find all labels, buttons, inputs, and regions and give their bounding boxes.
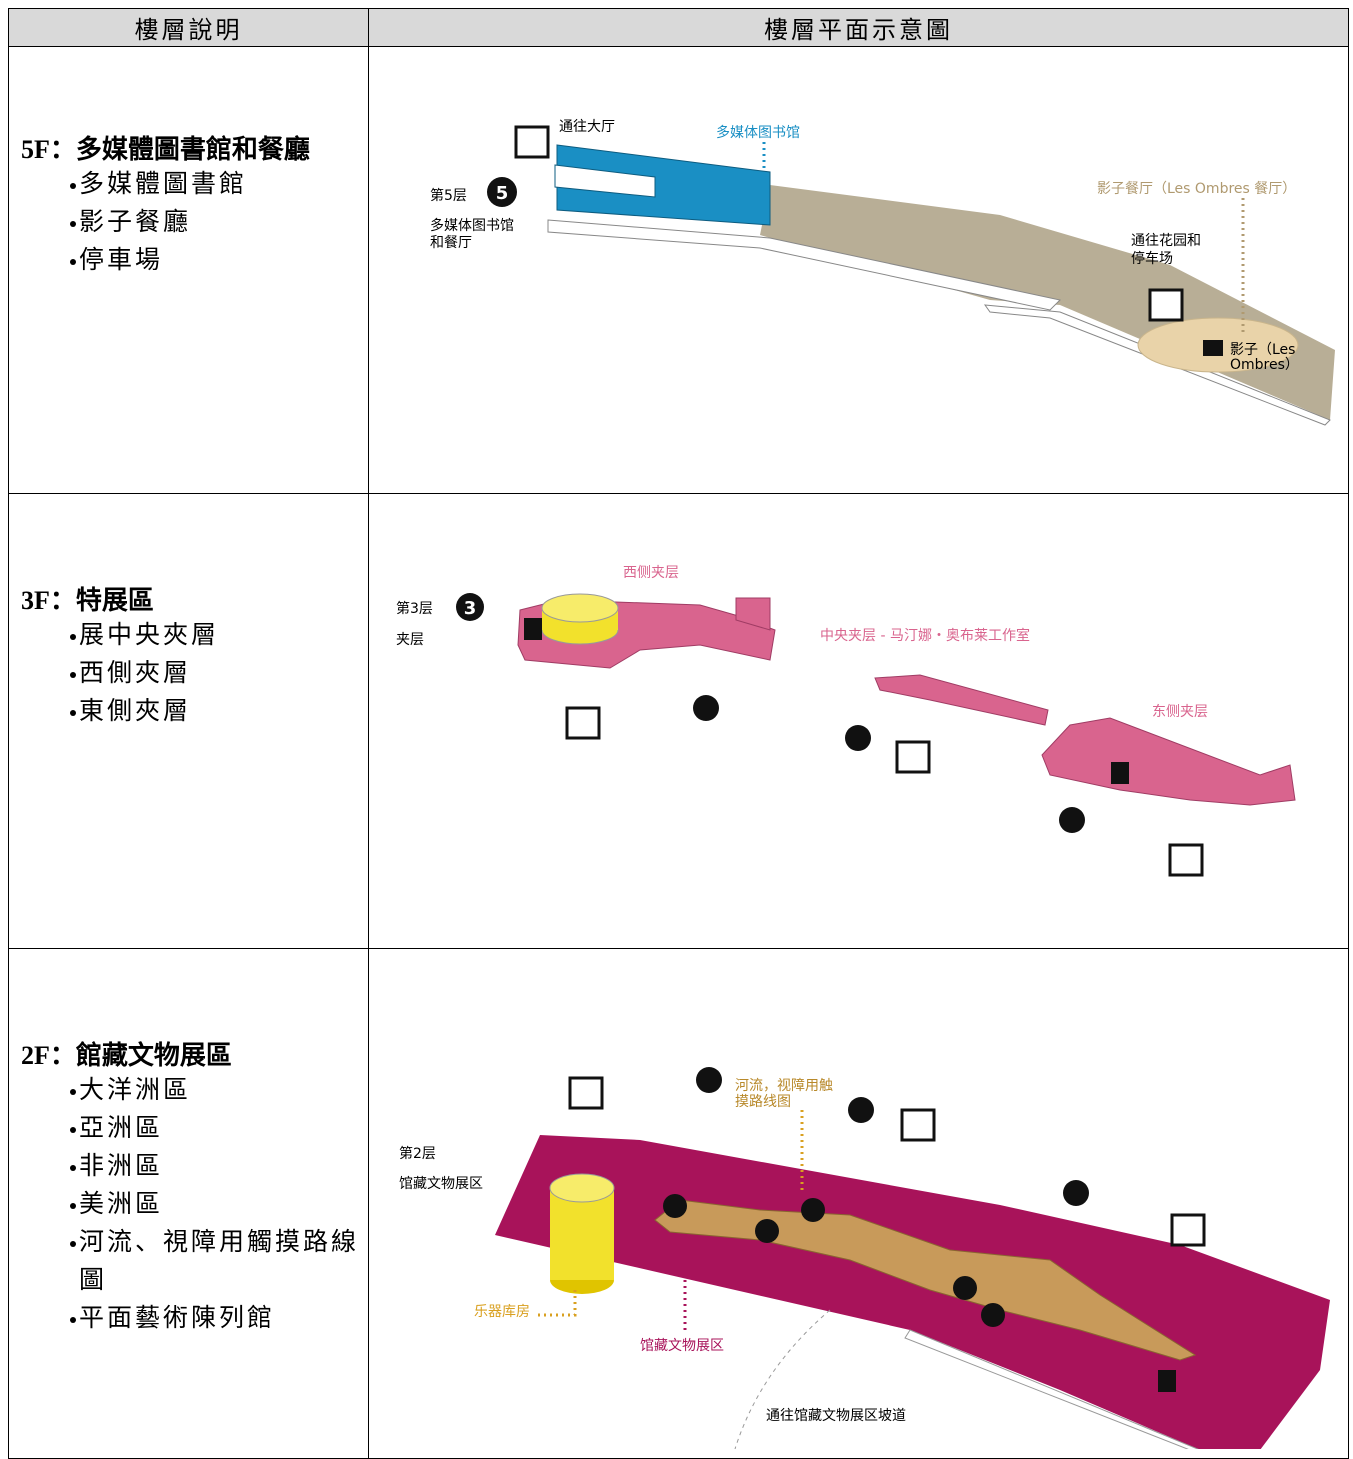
floor-plan: 5 通往大厅 多媒体图书馆 第5层 多媒体图书馆 和餐厅 影子餐厅（Les Om…	[430, 119, 1335, 426]
mezzanine-east	[1041, 717, 1296, 806]
item-list: 多媒體圖書館 影子餐廳 停車場	[9, 166, 359, 280]
stairs-icon	[845, 725, 871, 751]
mezzanine-west	[735, 597, 771, 631]
plan-label: 通往花园和	[1131, 233, 1201, 249]
plan-label: 东侧夹层	[1152, 704, 1208, 720]
stairs-icon	[693, 695, 719, 721]
item: 非洲區	[70, 1148, 359, 1186]
row: 5F：多媒體圖書館和餐廳 多媒體圖書館 影子餐廳 停車場 5 通往大厅 多媒体图…	[8, 46, 1349, 494]
plan-label: 中央夹层 - 马汀娜・奥布莱工作室	[820, 627, 1030, 644]
toilet-icon	[524, 618, 542, 640]
plan-label: 夹层	[396, 632, 424, 648]
plan-label: 摸路线图	[735, 1094, 791, 1110]
plan-label: 影子（Les	[1230, 342, 1295, 358]
header-cell: 樓層說明	[8, 8, 369, 47]
stairs-icon	[1063, 1179, 1089, 1206]
plan-label: 馆藏文物展区	[399, 1176, 483, 1192]
row: 3F：特展區 展中央夾層 西側夾層 東側夾層 3 西侧夹层 第3层 夹层 中央夹…	[8, 493, 1349, 949]
floor-table: 樓層說明 樓層平面示意圖 5F：多媒體圖書館和餐廳 多媒體圖書館 影子餐廳 停車…	[8, 8, 1349, 1459]
item: 影子餐廳	[70, 204, 359, 242]
ramp	[734, 1309, 831, 1449]
plan-label: 多媒体图书馆	[716, 124, 800, 141]
plan-label: 影子餐厅（Les Ombres 餐厅）	[1097, 181, 1296, 197]
description-cell: 5F：多媒體圖書館和餐廳 多媒體圖書館 影子餐廳 停車場	[8, 46, 369, 494]
plan-cell: 5 通往大厅 多媒体图书馆 第5层 多媒体图书馆 和餐厅 影子餐厅（Les Om…	[368, 46, 1349, 494]
floor-title: 5F：多媒體圖書館和餐廳	[21, 135, 310, 164]
item: 展中央夾層	[70, 617, 359, 655]
gallery-floor	[495, 1134, 1330, 1449]
header-row: 樓層說明 樓層平面示意圖	[8, 8, 1349, 47]
item: 停車場	[70, 242, 359, 280]
elevator-icon	[514, 125, 550, 159]
plan-label: 馆藏文物展区	[640, 1338, 724, 1354]
cylinder	[549, 1173, 615, 1202]
pointer	[535, 1289, 577, 1316]
restaurant-icon	[1203, 340, 1223, 356]
toilet-icon	[1158, 1369, 1176, 1392]
plan-label: 第2层	[399, 1145, 436, 1162]
item: 西側夾層	[70, 655, 359, 693]
item: 河流、視障用觸摸路線圖	[70, 1224, 359, 1300]
badge: 3	[464, 598, 477, 619]
plan-cell: 3 西侧夹层 第3层 夹层 中央夹层 - 马汀娜・奥布莱工作室 东侧夹层	[368, 493, 1349, 949]
plan-label: 通往馆藏文物展区坡道	[766, 1408, 906, 1424]
elevator-icon	[1148, 288, 1184, 322]
floor-edge	[547, 219, 1062, 311]
plan-label: 西侧夹层	[623, 565, 679, 581]
library-gap	[554, 164, 656, 198]
cylinder	[550, 1187, 614, 1280]
plan-label: 乐器库房	[474, 1304, 530, 1320]
row: 2F：館藏文物展區 大洋洲區 亞洲區 非洲區 美洲區 河流、視障用觸摸路線圖 平…	[8, 948, 1349, 1459]
item: 平面藝術陳列館	[70, 1300, 359, 1338]
plan-label: 和餐厅	[430, 235, 472, 251]
plan-label: Ombres）	[1230, 357, 1299, 373]
stairs-icon	[696, 1066, 722, 1093]
item: 亞洲區	[70, 1110, 359, 1148]
floor-plan: 河流，视障用触 摸路线图 第2层 馆藏文物展区 乐器库房 馆藏文物展区 通往馆藏…	[399, 1066, 1330, 1449]
item: 多媒體圖書館	[70, 166, 359, 204]
library	[556, 144, 771, 226]
mezzanine-central	[874, 674, 1049, 726]
header-cell: 樓層平面示意圖	[368, 8, 1349, 47]
plan-label: 通往大厅	[559, 119, 615, 135]
plan-label: 多媒体图书馆	[430, 217, 514, 234]
exhibit-icon	[953, 1275, 977, 1300]
floor-plan: 3 西侧夹层 第3层 夹层 中央夹层 - 马汀娜・奥布莱工作室 东侧夹层	[396, 565, 1296, 877]
plan-label: 停车场	[1131, 250, 1173, 267]
exhibit-icon	[663, 1193, 687, 1218]
floor-title: 2F：館藏文物展區	[21, 1041, 232, 1070]
info-icon	[981, 1302, 1005, 1327]
badge: 5	[496, 183, 509, 204]
item: 大洋洲區	[70, 1072, 359, 1110]
item-list: 大洋洲區 亞洲區 非洲區 美洲區 河流、視障用觸摸路線圖 平面藝術陳列館	[9, 1072, 359, 1338]
elevator-icon	[1170, 1213, 1206, 1246]
elevator-icon	[895, 740, 931, 774]
floor-edge	[983, 304, 1331, 426]
badge-circle	[487, 177, 517, 207]
elevator-icon	[568, 1076, 604, 1109]
touch-icon	[801, 1197, 825, 1222]
plan-label: 第3层	[396, 600, 433, 617]
stairs-icon	[1059, 807, 1085, 833]
floor-edge	[904, 1328, 1199, 1449]
elevator-icon	[900, 1108, 936, 1141]
description-cell: 3F：特展區 展中央夾層 西側夾層 東側夾層	[8, 493, 369, 949]
elevator-icon	[1168, 843, 1204, 877]
floor-title: 3F：特展區	[21, 586, 154, 615]
item-list: 展中央夾層 西側夾層 東側夾層	[9, 617, 359, 731]
elevator-icon	[565, 706, 601, 740]
item: 美洲區	[70, 1186, 359, 1224]
badge-circle	[456, 593, 484, 621]
touch-icon	[755, 1218, 779, 1243]
plan-cell: 河流，视障用触 摸路线图 第2层 馆藏文物展区 乐器库房 馆藏文物展区 通往馆藏…	[368, 948, 1349, 1459]
plan-label: 第5层	[430, 187, 467, 204]
item: 東側夾層	[70, 693, 359, 731]
stairs-icon	[848, 1096, 874, 1123]
toilet-icon	[1111, 762, 1129, 784]
plan-label: 河流，视障用触	[735, 1078, 833, 1094]
cylinder	[541, 593, 619, 623]
description-cell: 2F：館藏文物展區 大洋洲區 亞洲區 非洲區 美洲區 河流、視障用觸摸路線圖 平…	[8, 948, 369, 1459]
